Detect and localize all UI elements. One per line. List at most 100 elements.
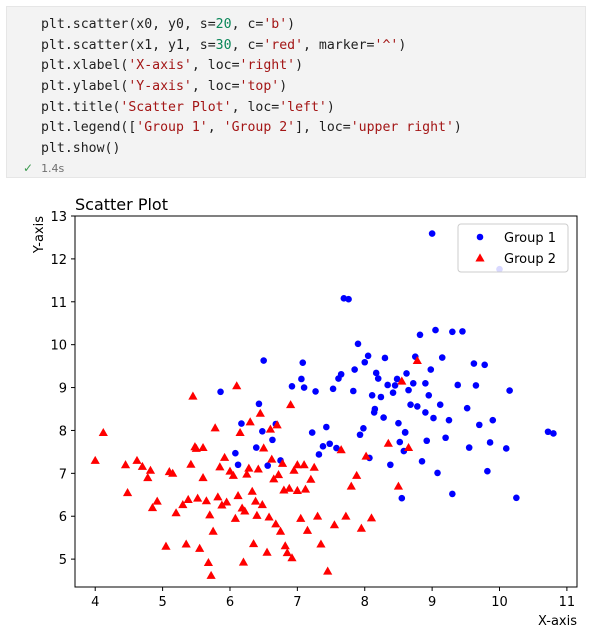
data-point-group-1 — [544, 428, 552, 436]
data-point-group-2 — [412, 355, 422, 364]
x-tick-label: 9 — [428, 595, 436, 610]
data-point-group-1 — [380, 414, 387, 421]
code-token: plt.ylabel( — [41, 79, 129, 95]
code-line: plt.legend(['Group 1', 'Group 2'], loc='… — [41, 118, 462, 139]
data-point-group-2 — [247, 486, 257, 495]
data-point-group-1 — [445, 416, 453, 424]
data-point-group-1 — [389, 389, 397, 397]
execution-status: ✓ 1.4s — [23, 161, 64, 175]
data-point-group-2 — [98, 427, 108, 437]
data-point-group-1 — [449, 490, 456, 498]
data-point-group-2 — [287, 553, 297, 562]
data-point-group-1 — [550, 430, 557, 437]
y-tick-label: 5 — [59, 553, 67, 568]
data-point-group-1 — [298, 375, 305, 383]
code-token: plt.legend([ — [41, 120, 137, 136]
x-tick-label: 7 — [293, 595, 301, 610]
data-point-group-1 — [438, 354, 446, 361]
data-point-group-2 — [120, 460, 131, 469]
scatter-plot: 4 5 6 7 8 9 10 11 5 6 7 8 9 10 11 12 13 Scatter Plot X-axi… — [32, 195, 578, 629]
data-point-group-2 — [361, 451, 371, 460]
data-point-group-2 — [122, 488, 133, 497]
data-point-group-2 — [198, 473, 208, 482]
data-point-group-2 — [201, 496, 211, 505]
data-point-group-2 — [323, 566, 333, 575]
data-point-group-1 — [360, 425, 367, 432]
data-point-group-2 — [147, 503, 158, 512]
data-point-group-2 — [248, 539, 259, 548]
data-point-group-2 — [265, 424, 276, 433]
data-point-group-2 — [152, 496, 162, 505]
code-line: plt.title('Scatter Plot', loc='left') — [41, 98, 462, 119]
code-token: ) — [398, 37, 407, 53]
data-point-group-2 — [217, 500, 227, 509]
code-token: 'Y-axis' — [128, 79, 192, 95]
code-token: 'red' — [263, 37, 304, 53]
data-point-group-2 — [302, 525, 313, 534]
y-tick-label: 12 — [50, 253, 67, 268]
data-point-group-1 — [430, 414, 437, 422]
data-point-group-1 — [454, 381, 462, 389]
data-point-group-1 — [449, 328, 456, 336]
data-point-group-2 — [210, 423, 220, 432]
code-block[interactable]: plt.scatter(x0, y0, s=20, c='b') plt.scat… — [41, 15, 462, 160]
data-point-group-2 — [277, 458, 288, 467]
code-token: 'right' — [239, 58, 296, 74]
data-point-group-2 — [198, 443, 208, 452]
data-point-group-1 — [217, 388, 224, 396]
data-point-group-2 — [215, 462, 225, 471]
data-point-group-2 — [171, 508, 181, 517]
data-point-group-2 — [242, 469, 252, 478]
data-point-group-2 — [168, 468, 178, 477]
data-point-group-1 — [418, 458, 426, 465]
data-point-group-1 — [395, 419, 402, 427]
code-cell[interactable]: plt.scatter(x0, y0, s=20, c='b') plt.scat… — [6, 6, 586, 178]
data-point-group-2 — [225, 466, 235, 475]
data-point-group-1 — [260, 357, 267, 364]
chart-title: Scatter Plot — [75, 195, 168, 214]
data-point-group-1 — [329, 385, 337, 393]
code-line: plt.scatter(x1, y1, s=30, c='red', marke… — [41, 36, 462, 57]
data-point-group-2 — [208, 526, 218, 535]
data-point-group-1 — [393, 375, 401, 383]
code-token: 'Group 1' — [136, 120, 208, 136]
data-point-group-1 — [252, 444, 260, 451]
data-point-group-2 — [366, 513, 377, 522]
data-point-group-1 — [423, 437, 431, 445]
data-point-group-1 — [486, 439, 494, 446]
data-point-group-2 — [267, 454, 277, 463]
data-point-group-1 — [349, 387, 357, 395]
code-token: , loc= — [231, 99, 280, 115]
code-token: plt.scatter(x1, y1, s= — [41, 37, 216, 53]
data-point-group-2 — [228, 470, 238, 479]
x-tick-label: 10 — [491, 595, 508, 610]
data-point-group-2 — [284, 483, 294, 492]
data-point-group-1 — [232, 449, 239, 457]
y-axis-label: Y-axis — [32, 216, 47, 254]
data-point-group-1 — [368, 391, 376, 399]
code-token: '^' — [374, 37, 399, 53]
data-point-group-2 — [245, 417, 255, 426]
code-token: , loc= — [191, 79, 240, 95]
code-token: 'top' — [239, 79, 280, 95]
x-tick-label: 6 — [226, 595, 234, 610]
data-point-group-1 — [427, 366, 435, 373]
data-point-group-1 — [436, 401, 444, 409]
y-tick-label: 6 — [59, 510, 67, 525]
data-point-group-1 — [333, 444, 340, 452]
data-point-group-2 — [205, 510, 215, 519]
code-token: 'left' — [279, 99, 327, 115]
data-point-group-2 — [145, 465, 156, 474]
data-point-group-1 — [323, 423, 330, 431]
data-point-group-2 — [186, 459, 196, 468]
code-token: , c= — [231, 37, 264, 53]
data-point-group-2 — [195, 543, 205, 552]
code-token: plt.scatter(x0, y0, s= — [41, 17, 216, 32]
data-point-group-2 — [280, 541, 290, 550]
data-point-group-1 — [361, 358, 369, 366]
code-token: 'upper right' — [350, 120, 454, 136]
data-point-group-1 — [374, 375, 382, 382]
code-token: ) — [279, 79, 288, 95]
code-token: 20 — [215, 17, 232, 32]
data-point-group-2 — [255, 408, 265, 417]
